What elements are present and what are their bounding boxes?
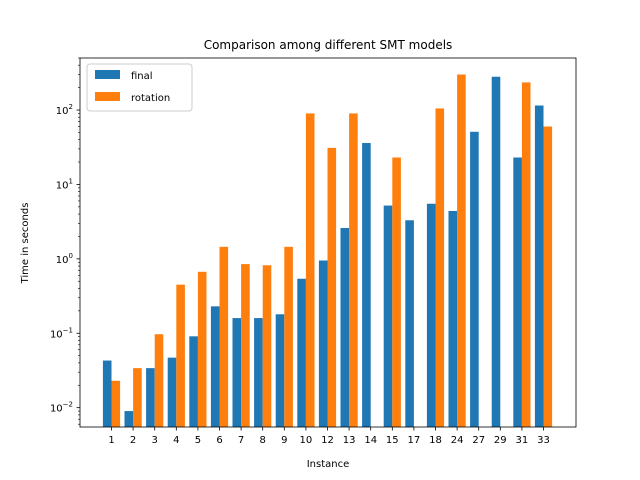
x-tick-label: 24 xyxy=(451,435,464,446)
bar-final-18 xyxy=(426,203,436,427)
bar-rotation-7 xyxy=(241,264,250,427)
y-axis-ticks: 10−2 10−1 100 101 102 xyxy=(50,57,80,425)
y-tick-label: 10−2 xyxy=(50,401,73,415)
x-tick-label: 2 xyxy=(130,435,136,446)
y-axis-label: Time in seconds xyxy=(20,203,31,285)
x-tick-label: 33 xyxy=(537,435,550,446)
x-tick-label: 5 xyxy=(195,435,201,446)
bar-rotation-10 xyxy=(305,113,315,428)
bar-final-12 xyxy=(318,260,328,427)
bar-final-10 xyxy=(297,278,306,427)
bar-final-27 xyxy=(470,131,479,427)
bar-rotation-2 xyxy=(133,368,142,427)
legend-label-rotation: rotation xyxy=(131,93,170,104)
bar-rotation-1 xyxy=(111,380,121,427)
bar-final-13 xyxy=(340,227,350,427)
bar-rotation-13 xyxy=(349,113,358,428)
bar-rotation-5 xyxy=(197,271,207,427)
x-tick-label: 17 xyxy=(408,435,421,446)
bar-rotation-3 xyxy=(154,334,164,427)
bar-final-14 xyxy=(362,143,371,427)
bar-final-24 xyxy=(448,210,458,427)
x-axis-label: Instance xyxy=(307,459,350,470)
y-tick-label: 100 xyxy=(56,252,73,266)
bar-final-5 xyxy=(189,336,198,427)
bar-final-6 xyxy=(210,306,220,427)
legend-label-final: final xyxy=(131,71,153,82)
bar-rotation-6 xyxy=(219,246,229,427)
x-tick-label: 31 xyxy=(516,435,529,446)
bar-final-4 xyxy=(167,357,177,427)
x-tick-label: 7 xyxy=(238,435,244,446)
y-tick-label: 10−1 xyxy=(50,326,73,340)
x-tick-label: 12 xyxy=(321,435,334,446)
bar-rotation-31 xyxy=(521,82,531,428)
x-tick-label: 14 xyxy=(364,435,377,446)
bar-final-31 xyxy=(513,157,522,427)
y-tick-label: 102 xyxy=(56,103,73,117)
x-tick-label: 8 xyxy=(260,435,266,446)
x-tick-label: 1 xyxy=(108,435,114,446)
bar-final-29 xyxy=(491,76,501,428)
bar-final-17 xyxy=(405,220,414,427)
bar-final-33 xyxy=(534,105,544,427)
bar-rotation-9 xyxy=(284,246,293,427)
bar-rotation-4 xyxy=(176,284,185,427)
bar-rotation-24 xyxy=(457,74,466,427)
bar-final-15 xyxy=(383,205,393,427)
x-tick-label: 13 xyxy=(343,435,356,446)
x-tick-label: 10 xyxy=(300,435,313,446)
legend: final rotation xyxy=(86,63,193,112)
y-tick-label: 101 xyxy=(56,177,73,191)
x-tick-label: 29 xyxy=(494,435,507,446)
x-tick-label: 3 xyxy=(152,435,158,446)
x-tick-label: 27 xyxy=(472,435,485,446)
x-tick-label: 4 xyxy=(173,435,179,446)
bar-rotation-12 xyxy=(327,147,337,427)
bar-rotation-8 xyxy=(262,265,272,427)
x-tick-label: 18 xyxy=(429,435,442,446)
bar-rotation-18 xyxy=(435,108,445,427)
bar-final-8 xyxy=(254,318,263,427)
bar-final-7 xyxy=(232,318,242,427)
chart-title: Comparison among different SMT models xyxy=(204,38,453,52)
plot-frame xyxy=(79,57,577,428)
legend-swatch-final xyxy=(95,70,120,79)
x-tick-label: 6 xyxy=(216,435,222,446)
bar-final-3 xyxy=(146,368,155,427)
bar-rotation-33 xyxy=(543,126,553,428)
x-tick-label: 9 xyxy=(281,435,287,446)
x-axis-ticks: 1 2 3 4 5 6 7 8 9 10 12 13 14 15 17 18 24 27 29 31 33 xyxy=(108,427,550,446)
x-tick-label: 15 xyxy=(386,435,399,446)
bar-final-1 xyxy=(102,360,112,427)
legend-swatch-rotation xyxy=(95,92,120,101)
bar-final-2 xyxy=(124,411,134,427)
bar-final-9 xyxy=(275,314,285,427)
bar-rotation-15 xyxy=(392,157,401,427)
bars xyxy=(102,74,553,428)
